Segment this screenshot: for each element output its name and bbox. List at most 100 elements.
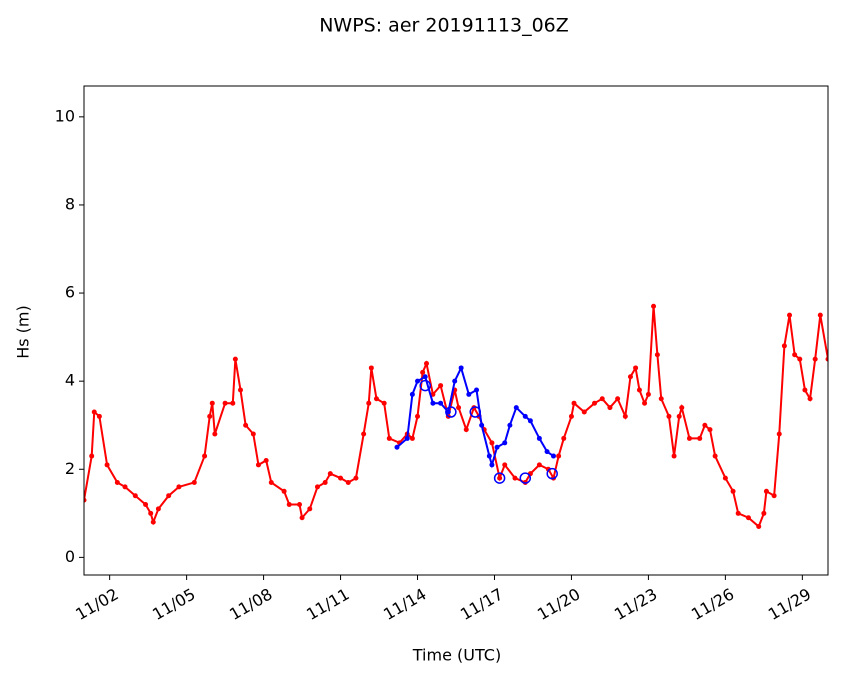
point [345,479,351,485]
point [143,502,149,508]
marker [493,472,506,484]
point [415,413,421,419]
point [763,488,769,494]
point [122,484,128,490]
point [148,510,154,516]
y-tick-label: 4 [65,371,75,390]
point [299,515,305,521]
point [615,396,621,402]
point [568,413,574,419]
point [243,422,249,428]
point [430,400,436,406]
point [458,365,464,371]
point [489,440,495,446]
point [207,413,213,419]
point [761,510,767,516]
point [686,435,692,441]
point [479,422,485,428]
point [489,462,495,468]
x-tick-label: 11/29 [765,584,814,624]
point [423,361,429,367]
point [599,396,605,402]
point [445,409,451,415]
point [96,413,102,419]
point [671,453,677,459]
point [338,475,344,481]
y-tick-label: 0 [65,547,75,566]
point [176,484,182,490]
x-tick-label: 11/11 [303,584,352,624]
point [550,453,556,459]
x-tick-label: 11/02 [72,584,121,624]
point [527,418,533,424]
point [237,387,243,393]
x-tick-label: 11/05 [149,584,198,624]
point [409,391,415,397]
point [812,356,818,362]
point [212,431,218,437]
y-tick-label: 6 [65,283,75,302]
point [502,462,508,468]
point [545,466,551,472]
point [507,422,513,428]
point [817,312,823,318]
point [502,440,508,446]
point [422,374,428,380]
point [166,493,172,499]
point [642,400,648,406]
point [474,387,480,393]
point [707,427,713,433]
x-tick-label: 11/23 [611,584,660,624]
point [745,515,751,521]
point [420,369,426,375]
point [771,493,777,499]
point [404,435,410,441]
marker [469,406,481,418]
point [658,396,664,402]
point [776,431,782,437]
x-tick-label: 11/14 [380,584,429,624]
point [263,457,269,463]
point [571,400,577,406]
plot-area [84,303,828,530]
point [802,387,808,393]
point [697,435,703,441]
x-tick-label: 11/20 [534,584,583,624]
point [556,453,562,459]
point [281,488,287,494]
point [735,510,741,516]
point [368,365,374,371]
point [679,405,685,411]
point [722,475,728,481]
point [89,453,95,459]
point [522,413,528,419]
chart-title: NWPS: aer 20191113_06Z [319,15,569,37]
point [438,400,444,406]
point [792,352,798,358]
marker [519,472,532,484]
point [255,462,261,468]
point [497,475,503,481]
point [592,400,598,406]
point [666,413,672,419]
point [353,475,359,481]
plot-frame [83,85,829,576]
point [268,479,274,485]
marker [445,406,457,418]
point [132,493,138,499]
point [536,435,542,441]
point [286,502,292,508]
point [202,453,208,459]
y-tick-label: 8 [65,194,75,213]
point [627,374,633,380]
point [581,409,587,415]
point [386,435,392,441]
point [373,396,379,402]
point [314,484,320,490]
point [155,506,161,512]
point [797,356,803,362]
point [297,502,303,508]
point [84,497,87,503]
point [536,462,542,468]
point [438,383,444,389]
